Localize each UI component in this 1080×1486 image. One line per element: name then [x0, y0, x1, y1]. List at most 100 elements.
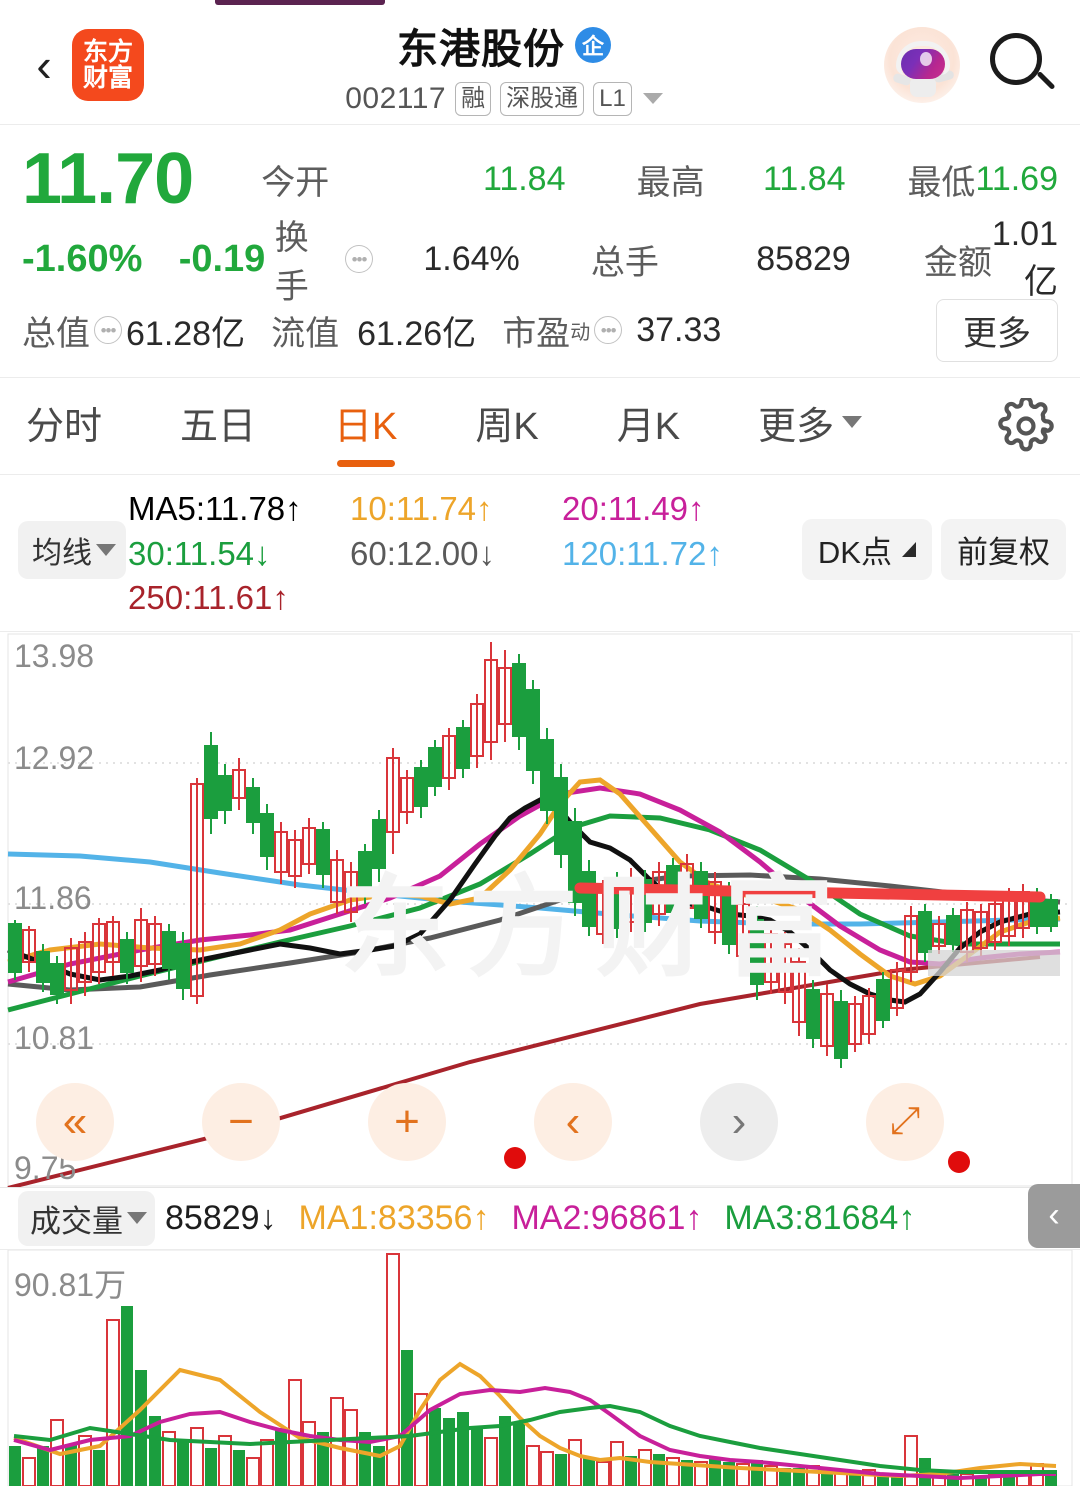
- ma-5-value: 11.78: [205, 490, 286, 527]
- tab-more-label: 更多: [758, 405, 835, 448]
- robot-visor-glare: [920, 52, 932, 66]
- status-bar-pill: [215, 0, 385, 5]
- company-badge-icon[interactable]: 企: [575, 26, 611, 63]
- volume-ma3-line: [13, 1403, 1056, 1474]
- chevron-down-icon: [842, 416, 863, 428]
- volume-label: 总手: [590, 243, 659, 282]
- amount-label: 金额: [923, 243, 992, 282]
- k-axis-label-1: 12.92: [14, 739, 95, 776]
- adjust-price-button[interactable]: 前复权: [941, 519, 1066, 580]
- annotation-support-line: [574, 882, 1046, 903]
- quote-panel: 11.70 今开 11.84 最高 11.84 最低 11.69 -1.60% …: [0, 125, 1080, 378]
- candle-series: [8, 641, 1058, 1068]
- title-block[interactable]: 东港股份 企 002117 融 深股通 L1: [124, 15, 884, 116]
- ma-30: 30:11.54↓: [128, 534, 271, 572]
- more-button[interactable]: 更多: [936, 298, 1058, 362]
- tab-daily-k[interactable]: 日K: [334, 395, 397, 467]
- dk-point-label: DK点: [817, 535, 892, 570]
- ma-250: 250:11.61↑: [128, 579, 289, 617]
- ma-selector-button[interactable]: 均线: [18, 521, 126, 579]
- floatcap-value: 61.26亿: [357, 314, 477, 353]
- ma-20-name: 20: [562, 490, 599, 527]
- search-handle: [1036, 70, 1056, 91]
- fullscreen-button[interactable]: ⤢: [866, 1082, 944, 1161]
- ma-250-arrow: ↑: [272, 579, 289, 617]
- collapse-left-button[interactable]: «: [36, 1082, 114, 1161]
- volume-ma2: MA2:96861↑: [511, 1198, 703, 1237]
- floatcap-label: 流值: [271, 314, 340, 353]
- robot-assistant-icon[interactable]: [884, 27, 960, 103]
- chevron-down-icon[interactable]: [642, 93, 663, 104]
- ma-legend: MA5:11.78↑ 10:11.74↑ 20:11.49↑ 30:11.54↓…: [0, 475, 1080, 632]
- back-button[interactable]: ‹: [36, 39, 52, 91]
- chevron-down-icon: [96, 544, 116, 556]
- ma-20-value: 11.49: [607, 490, 689, 527]
- volume-ma2-name: MA2: [511, 1198, 582, 1237]
- ma-5-arrow: ↑: [285, 490, 302, 527]
- volume-ma3: MA3:81684↑: [724, 1198, 916, 1237]
- volume-header: 成交量 85829↓ MA1:83356↑ MA2:96861↑ MA3:816…: [0, 1183, 1080, 1250]
- candlestick-chart[interactable]: 13.98 12.92 11.86 10.81 9.75 « − + ‹ › ⤢: [0, 632, 1080, 1188]
- low-label: 最低: [907, 163, 976, 202]
- turnover-label: 换手: [274, 219, 309, 306]
- eastmoney-logo[interactable]: 东方 财富: [72, 29, 144, 101]
- volume-ma3-arrow: ↑: [898, 1198, 916, 1237]
- volume-ma1-name: MA1: [298, 1198, 369, 1237]
- mktcap-info-icon[interactable]: •••: [94, 316, 122, 344]
- logo-line-1: 东方: [82, 37, 133, 66]
- ma-5: MA5:11.78↑: [128, 490, 302, 527]
- ma-250-name: 250: [128, 579, 184, 617]
- stock-code: 002117: [345, 81, 447, 115]
- tab-minute-label: 分时: [26, 405, 103, 448]
- ma-30-name: 30: [128, 534, 165, 572]
- ma-120-value: 11.72: [626, 534, 707, 572]
- open-label: 今开: [261, 163, 330, 202]
- ma-120-arrow: ↑: [706, 534, 723, 572]
- mktcap-value: 61.28亿: [126, 314, 246, 353]
- tab-five-day-label: 五日: [180, 405, 257, 448]
- pe-info-icon[interactable]: •••: [594, 316, 623, 344]
- ma-legend-row-2: 30:11.54↓ 60:12.00↓ 120:11.72↑: [0, 532, 1080, 577]
- search-ring: [990, 33, 1042, 85]
- dk-point-button[interactable]: DK点: [801, 519, 932, 580]
- scroll-right-button[interactable]: ›: [700, 1082, 778, 1161]
- status-bar: [0, 0, 1080, 6]
- marker-dot-left: [504, 1146, 526, 1169]
- search-icon[interactable]: [986, 29, 1058, 101]
- app-header: ‹ 东方 财富 东港股份 企 002117 融 深股通 L1: [0, 6, 1080, 125]
- gear-icon[interactable]: [998, 395, 1054, 454]
- zoom-out-button[interactable]: −: [202, 1082, 280, 1161]
- tab-monthly-k-label: 月K: [616, 405, 681, 448]
- tab-monthly-k[interactable]: 月K: [617, 395, 680, 458]
- scroll-left-button[interactable]: ‹: [534, 1082, 612, 1161]
- k-axis-label-0: 13.98: [14, 637, 95, 674]
- stock-name: 东港股份: [397, 25, 565, 72]
- ma-30-value: 11.54: [173, 534, 255, 572]
- volume-indicator-selector[interactable]: 成交量: [18, 1190, 155, 1246]
- tab-five-day[interactable]: 五日: [180, 395, 256, 458]
- volume-selector-label: 成交量: [30, 1203, 123, 1239]
- volume-chart-svg: [7, 1249, 1073, 1486]
- tab-weekly-k[interactable]: 周K: [475, 395, 538, 458]
- current-price: 11.70: [22, 139, 194, 219]
- turnover-info-icon[interactable]: •••: [345, 245, 373, 273]
- ma-10-value: 11.74: [395, 490, 477, 527]
- tab-minute[interactable]: 分时: [26, 395, 102, 458]
- volume-value: 85829: [756, 239, 851, 278]
- ma-legend-row-1: MA5:11.78↑ 10:11.74↑ 20:11.49↑: [0, 487, 1080, 532]
- highlight-band: [928, 949, 1060, 976]
- chevron-left-icon[interactable]: ‹: [1028, 1183, 1080, 1248]
- tag-level: L1: [593, 81, 632, 116]
- tab-more[interactable]: 更多: [758, 395, 863, 458]
- change-percent: -1.60%: [22, 237, 143, 280]
- amount-value: 1.01亿: [991, 215, 1059, 301]
- volume-value-text: 85829: [165, 1198, 260, 1237]
- k-axis-label-2: 11.86: [14, 879, 92, 916]
- ma-legend-row-3: 250:11.61↑: [0, 576, 1080, 621]
- volume-ma1-arrow: ↑: [472, 1198, 490, 1237]
- zoom-in-button[interactable]: +: [368, 1082, 446, 1161]
- volume-chart[interactable]: 90.81万: [0, 1249, 1080, 1486]
- robot-body: [910, 77, 936, 97]
- ma-250-value: 11.61: [192, 579, 273, 617]
- ma-10-name: 10: [350, 490, 387, 527]
